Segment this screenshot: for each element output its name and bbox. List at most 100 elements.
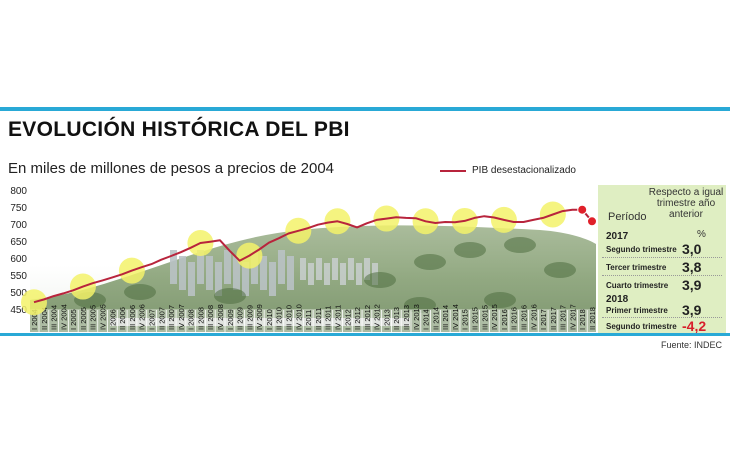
legend-line-swatch — [440, 169, 466, 172]
x-tick-label: I 2015 — [461, 309, 470, 330]
photo-building — [348, 258, 354, 280]
panel-heading-line: anterior — [669, 209, 703, 220]
photo-building — [197, 250, 204, 284]
x-tick-label: II 2007 — [157, 307, 166, 330]
photo-building — [260, 256, 267, 290]
panel-row-value: 3,9 — [682, 277, 702, 293]
photo-building — [224, 250, 231, 284]
x-tick-label: I 2017 — [539, 309, 548, 330]
photo-trees — [124, 284, 156, 300]
panel-year-2018: 2018 — [606, 294, 629, 305]
photo-building — [356, 263, 362, 285]
panel-heading-right: Respecto a igual trimestre año anterior — [648, 187, 724, 220]
photo-trees — [414, 254, 446, 270]
photo-trees — [544, 262, 576, 278]
x-tick-label: II 2014 — [431, 307, 440, 330]
x-tick-label: IV 2005 — [99, 304, 108, 330]
photo-trees — [454, 242, 486, 258]
y-tick-label: 550 — [10, 271, 27, 282]
x-tick-label: IV 2010 — [294, 304, 303, 330]
x-tick-label: II 2010 — [275, 307, 284, 330]
x-tick-label: IV 2004 — [59, 304, 68, 330]
y-tick-label: 450 — [10, 305, 27, 316]
y-tick-label: 750 — [10, 203, 27, 214]
x-tick-label: I 2009 — [226, 309, 235, 330]
panel-row: Segundo trimestre -4,2 — [602, 318, 722, 334]
y-tick-label: 650 — [10, 237, 27, 248]
panel-row-value: 3,8 — [682, 259, 702, 275]
x-tick-label: II 2017 — [549, 307, 558, 330]
x-tick-label: I 2004 — [30, 309, 39, 330]
x-tick-label: IV 2017 — [568, 304, 577, 330]
x-tick-label: IV 2008 — [216, 304, 225, 330]
top-accent-bar — [0, 107, 730, 111]
panel-row: Cuarto trimestre 3,9 — [602, 277, 722, 293]
chart-subtitle: En miles de millones de pesos a precios … — [8, 160, 335, 177]
chart-legend: PIB desestacionalizado — [440, 165, 576, 176]
x-tick-label: I 2013 — [382, 309, 391, 330]
x-tick-label: II 2015 — [471, 307, 480, 330]
photo-building — [179, 256, 186, 290]
panel-row: Segundo trimestre 3,0 — [602, 241, 722, 257]
x-tick-label: I 2014 — [422, 309, 431, 330]
photo-building — [364, 258, 370, 280]
x-tick-label: IV 2009 — [255, 304, 264, 330]
x-tick-label: III 2008 — [206, 305, 215, 330]
photo-trees — [504, 237, 536, 253]
photo-building — [316, 258, 322, 280]
panel-heading-left: Período — [608, 211, 647, 223]
x-tick-label: I 2012 — [343, 309, 352, 330]
panel-row-value-negative: -4,2 — [682, 318, 707, 334]
panel-row-value: 3,9 — [682, 302, 702, 318]
panel-heading-line: Respecto a igual — [648, 187, 724, 198]
photo-building — [300, 258, 306, 280]
x-tick-label: III 2006 — [128, 305, 137, 330]
x-tick-label: II 2004 — [40, 307, 49, 330]
photo-building — [340, 263, 346, 285]
panel-row-label: Segundo trimestre — [606, 245, 677, 254]
x-tick-label: IV 2006 — [138, 304, 147, 330]
x-tick-label: III 2011 — [324, 306, 333, 330]
photo-building — [170, 250, 177, 284]
x-tick-label: I 2005 — [69, 309, 78, 330]
panel-unit: % — [697, 229, 706, 240]
x-tick-label: III 2009 — [245, 305, 254, 330]
x-tick-label: II 2016 — [510, 307, 519, 330]
x-tick-label: I 2016 — [500, 309, 509, 330]
photo-building — [233, 256, 240, 290]
x-tick-label: I 2007 — [147, 309, 156, 330]
y-tick-label: 700 — [10, 220, 27, 231]
x-tick-label: I 2008 — [187, 309, 196, 330]
photo-building — [278, 250, 285, 284]
photo-road — [110, 318, 410, 326]
chart-title: EVOLUCIÓN HISTÓRICA DEL PBI — [8, 118, 350, 141]
x-tick-label: IV 2007 — [177, 304, 186, 330]
y-tick-label: 800 — [10, 186, 27, 197]
y-tick-label: 500 — [10, 288, 27, 299]
x-tick-label: IV 2015 — [490, 304, 499, 330]
x-tick-label: II 2008 — [196, 307, 205, 330]
photo-building — [242, 262, 249, 296]
photo-trees — [214, 288, 246, 304]
variation-panel: Respecto a igual trimestre año anterior … — [598, 185, 726, 334]
x-tick-label: III 2015 — [480, 305, 489, 330]
y-tick-label: 600 — [10, 254, 27, 265]
panel-row-value: 3,0 — [682, 241, 702, 257]
photo-trees — [484, 292, 516, 308]
x-tick-label: I 2010 — [265, 309, 274, 330]
panel-divider — [602, 317, 722, 319]
x-tick-label: I 2006 — [108, 309, 117, 330]
x-tick-label: IV 2011 — [333, 305, 342, 330]
x-tick-label: III 2004 — [50, 305, 59, 330]
panel-year-2017: 2017 — [606, 231, 629, 242]
panel-divider — [602, 257, 722, 259]
photo-trees — [404, 297, 436, 313]
photo-building — [269, 262, 276, 296]
x-tick-label: II 2005 — [79, 307, 88, 330]
x-tick-label: III 2007 — [167, 305, 176, 330]
data-point-marker — [577, 204, 588, 215]
x-tick-label: IV 2012 — [373, 304, 382, 330]
x-tick-label: II 2009 — [236, 307, 245, 330]
x-tick-label: IV 2014 — [451, 304, 460, 330]
x-tick-label: III 2014 — [441, 305, 450, 330]
